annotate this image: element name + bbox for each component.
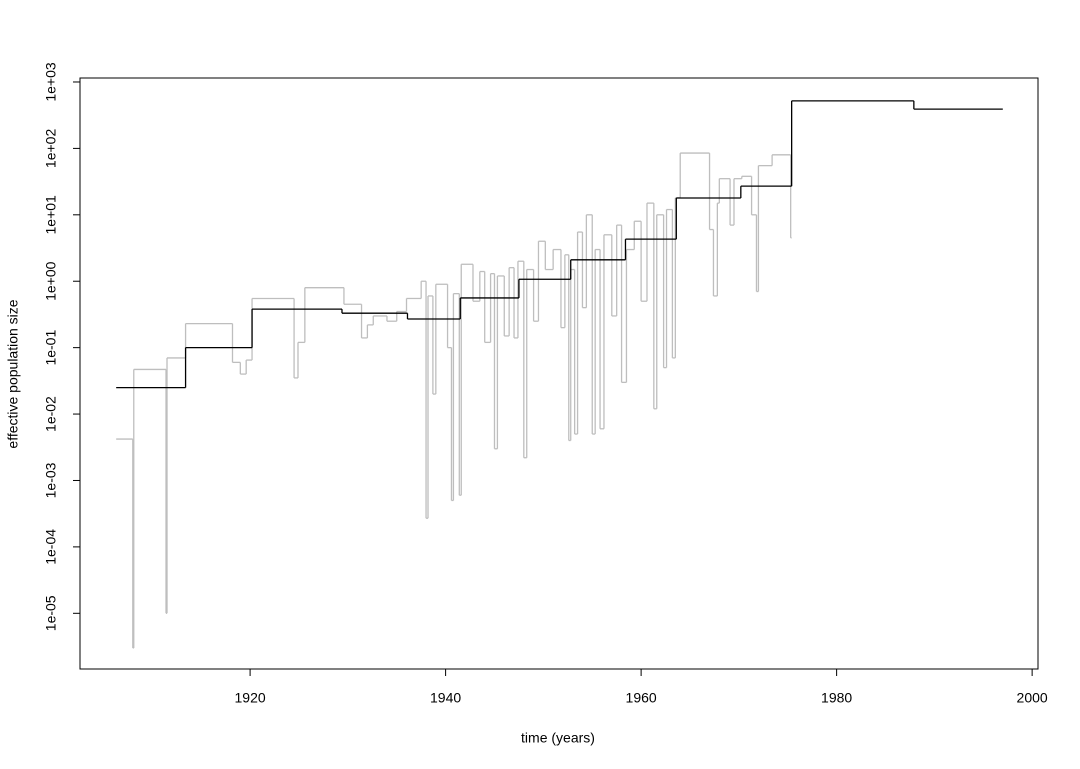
x-tick-label: 1960 — [626, 690, 657, 706]
y-tick-label: 1e-01 — [43, 330, 59, 366]
y-tick-label: 1e+03 — [43, 62, 59, 102]
x-tick-label: 1920 — [235, 690, 266, 706]
x-axis-title: time (years) — [521, 730, 595, 746]
y-tick-label: 1e-04 — [43, 529, 59, 565]
y-axis-title: effective population size — [5, 299, 21, 448]
x-tick-label: 1940 — [430, 690, 461, 706]
y-tick-label: 1e+02 — [43, 129, 59, 169]
y-tick-label: 1e+01 — [43, 195, 59, 235]
x-tick-label: 1980 — [821, 690, 852, 706]
y-tick-label: 1e-03 — [43, 462, 59, 498]
y-tick-label: 1e-05 — [43, 595, 59, 631]
x-tick-label: 2000 — [1017, 690, 1048, 706]
y-tick-label: 1e+00 — [43, 261, 59, 301]
plot-box — [79, 77, 1039, 670]
y-tick-label: 1e-02 — [43, 396, 59, 432]
